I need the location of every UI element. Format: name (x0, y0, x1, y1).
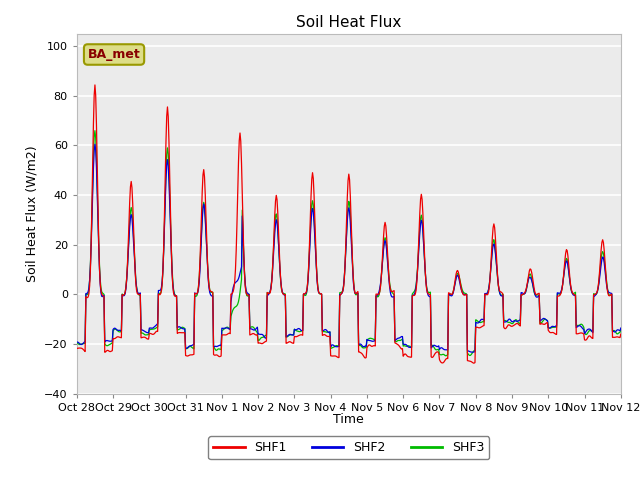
SHF2 (193, 291, 201, 297)
SHF1 (216, 353, 224, 359)
SHF1 (448, 292, 456, 298)
SHF1 (91, 82, 99, 88)
SHF1 (394, 342, 402, 348)
SHF3 (216, 347, 224, 352)
SHF3 (91, 128, 99, 133)
SHF1 (470, 360, 477, 366)
X-axis label: Time: Time (333, 413, 364, 426)
SHF2 (216, 342, 224, 348)
SHF2 (73, 339, 81, 345)
SHF3 (394, 338, 402, 344)
Text: BA_met: BA_met (88, 48, 140, 61)
SHF1 (341, 262, 349, 268)
SHF1 (568, 290, 576, 296)
SHF2 (91, 141, 99, 147)
SHF2 (341, 263, 349, 269)
SHF1 (73, 346, 81, 351)
Line: SHF3: SHF3 (77, 131, 621, 356)
Legend: SHF1, SHF2, SHF3: SHF1, SHF2, SHF3 (209, 436, 489, 459)
SHF2 (568, 291, 576, 297)
SHF2 (448, 293, 456, 299)
SHF3 (341, 263, 349, 269)
SHF3 (617, 326, 625, 332)
SHF2 (617, 325, 625, 331)
SHF3 (449, 291, 456, 297)
Title: Soil Heat Flux: Soil Heat Flux (296, 15, 401, 30)
SHF1 (193, 291, 201, 297)
SHF2 (469, 349, 477, 355)
SHF2 (394, 336, 402, 341)
SHF3 (442, 353, 449, 359)
Line: SHF1: SHF1 (77, 85, 621, 363)
Y-axis label: Soil Heat Flux (W/m2): Soil Heat Flux (W/m2) (26, 145, 38, 282)
SHF3 (193, 292, 201, 298)
SHF1 (617, 331, 625, 337)
SHF3 (73, 340, 81, 346)
Line: SHF2: SHF2 (77, 144, 621, 352)
SHF3 (568, 290, 576, 296)
